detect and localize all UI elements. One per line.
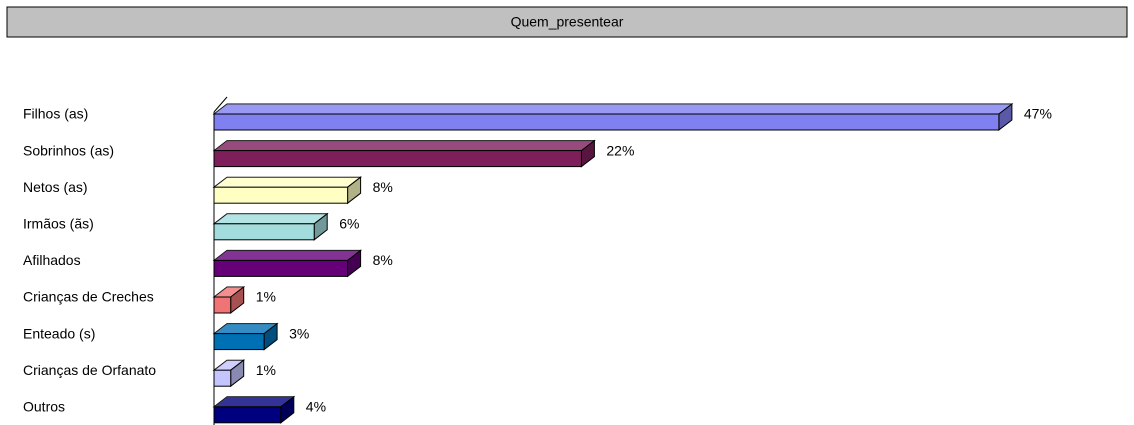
value-label: 4%: [306, 399, 326, 415]
bar-top-shade: [214, 323, 278, 334]
bar: [213, 406, 282, 424]
bar-top-shade: [214, 250, 361, 261]
title-bar: [6, 6, 1128, 38]
bar-side-shade: [264, 323, 278, 350]
category-label: Outros: [23, 399, 65, 415]
bar-side-shade: [230, 360, 244, 387]
value-label: 3%: [289, 325, 309, 341]
category-label: Irmãos (ãs): [23, 216, 94, 232]
bar: [213, 186, 349, 204]
bar-top-shade: [214, 287, 244, 297]
bar-side-shade: [280, 396, 294, 423]
category-label: Sobrinhos (as): [23, 142, 114, 158]
bar-side-shade: [347, 177, 361, 204]
bar: [213, 333, 265, 351]
bar-top-shade: [214, 360, 244, 371]
value-label: 8%: [373, 252, 393, 268]
bar-side-shade: [998, 104, 1012, 130]
value-label: 22%: [606, 142, 634, 158]
bar-top-shade: [214, 213, 328, 224]
value-label: 47%: [1024, 106, 1052, 122]
bar-side-shade: [314, 213, 328, 240]
bar-top-shade: [214, 104, 1012, 114]
axis-depth-line: [213, 96, 228, 113]
value-label: 1%: [256, 362, 276, 378]
bar: [213, 259, 349, 277]
bar: [213, 150, 582, 168]
category-label: Crianças de Creches: [23, 289, 154, 305]
chart-title: Quem_presentear: [511, 14, 624, 30]
category-label: Afilhados: [23, 252, 81, 268]
bar-top-shade: [214, 140, 595, 151]
bar: [213, 223, 315, 241]
bar: [213, 369, 232, 387]
bar-top-shade: [214, 177, 361, 188]
category-label: Filhos (as): [23, 106, 88, 122]
value-label: 8%: [373, 179, 393, 195]
category-label: Netos (as): [23, 179, 88, 195]
category-label: Enteado (s): [23, 325, 95, 341]
bar-top-shade: [214, 396, 294, 407]
bar-side-shade: [347, 250, 361, 277]
category-label: Crianças de Orfanato: [23, 362, 156, 378]
value-label: 6%: [339, 216, 359, 232]
bar: [213, 113, 1000, 131]
bar-side-shade: [230, 287, 244, 313]
bar-side-shade: [581, 140, 595, 167]
value-label: 1%: [256, 289, 276, 305]
bar: [213, 296, 232, 314]
